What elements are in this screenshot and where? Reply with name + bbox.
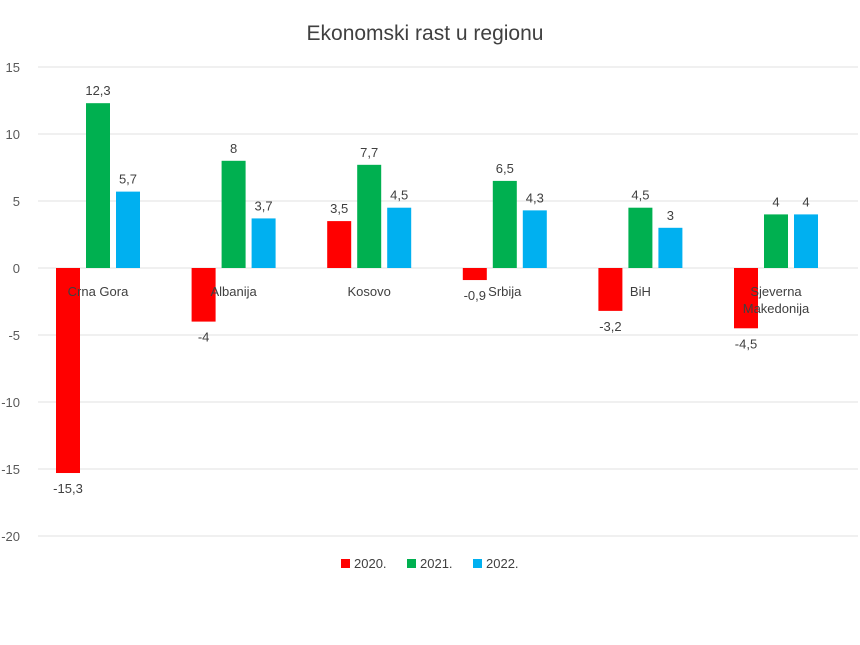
- legend-label: 2022.: [486, 556, 519, 571]
- data-label: 4,5: [390, 188, 408, 203]
- bar-albanija-2020: [191, 268, 216, 322]
- legend-swatch: [341, 559, 350, 568]
- data-label: 8: [230, 141, 237, 156]
- y-tick-label: 5: [13, 194, 20, 209]
- bars-layer: [56, 103, 818, 474]
- y-tick-label: -20: [1, 529, 20, 544]
- category-label: Srbija: [488, 284, 522, 299]
- legend-item-2022: 2022.: [473, 556, 519, 571]
- grid-layer: [38, 66, 858, 537]
- bar-crna-gora-2021: [86, 103, 110, 269]
- bar-sjeverna-makedonija-2021: [764, 214, 788, 268]
- category-labels: Crna Gora Albanija Kosovo Srbija BiH Sjeverna…: [68, 284, 810, 316]
- bar-bih-2021: [628, 207, 653, 268]
- y-tick-label: -15: [1, 462, 20, 477]
- category-label: BiH: [630, 284, 651, 299]
- legend-item-2021: 2021.: [407, 556, 453, 571]
- bar-albanija-2021: [221, 160, 246, 268]
- bar-sjeverna-makedonija-2022: [794, 214, 818, 268]
- data-label: 6,5: [496, 161, 514, 176]
- bar-albanija-2022: [251, 218, 276, 268]
- y-tick-label: 10: [6, 127, 20, 142]
- legend-label: 2020.: [354, 556, 387, 571]
- legend-label: 2021.: [420, 556, 453, 571]
- bar-bih-2022: [658, 227, 683, 268]
- data-label: 5,7: [119, 172, 137, 187]
- data-label: 4,5: [631, 188, 649, 203]
- data-label: -4,5: [735, 336, 757, 351]
- chart-title: Ekonomski rast u regionu: [307, 22, 544, 45]
- bar-srbija-2021: [492, 180, 517, 268]
- y-tick-label: -10: [1, 395, 20, 410]
- category-label: Albanija: [210, 284, 257, 299]
- data-label: 3,7: [255, 198, 273, 213]
- data-label: 7,7: [360, 145, 378, 160]
- bar-kosovo-2021: [357, 164, 382, 268]
- bar-crna-gora-2022: [116, 191, 140, 268]
- y-tick-label: 0: [13, 261, 20, 276]
- legend: 2020. 2021. 2022.: [341, 556, 519, 571]
- data-label: -0,9: [464, 288, 486, 303]
- bar-srbija-2022: [522, 210, 547, 268]
- data-label: -3,2: [599, 319, 621, 334]
- category-label: Sjeverna Makedonija: [743, 284, 810, 316]
- legend-swatch: [407, 559, 416, 568]
- bar-srbija-2020: [462, 268, 487, 281]
- data-labels: -15,3 12,3 5,7 -4 8 3,7 3,5 7,7 4,5 -0,9 6,5 4,3 -3,…: [53, 83, 809, 496]
- data-label: -4: [198, 330, 210, 345]
- data-label: 3: [667, 208, 674, 223]
- data-label: -15,3: [53, 481, 83, 496]
- legend-item-2020: 2020.: [341, 556, 387, 571]
- y-tick-label: -5: [8, 328, 20, 343]
- data-label: 12,3: [85, 83, 110, 98]
- category-label: Crna Gora: [68, 284, 129, 299]
- data-label: 4,3: [526, 190, 544, 205]
- data-label: 4: [802, 194, 809, 209]
- category-label: Kosovo: [348, 284, 391, 299]
- bar-sjeverna-makedonija-2020: [734, 268, 758, 329]
- bar-kosovo-2020: [327, 221, 352, 268]
- data-label: 4: [772, 194, 779, 209]
- bar-kosovo-2022: [387, 207, 412, 268]
- y-axis: 15 10 5 0 -5 -10 -15 -20: [1, 60, 20, 544]
- bar-crna-gora-2020: [56, 268, 80, 474]
- data-label: 3,5: [330, 201, 348, 216]
- y-tick-label: 15: [6, 60, 20, 75]
- legend-swatch: [473, 559, 482, 568]
- bar-bih-2020: [598, 268, 623, 311]
